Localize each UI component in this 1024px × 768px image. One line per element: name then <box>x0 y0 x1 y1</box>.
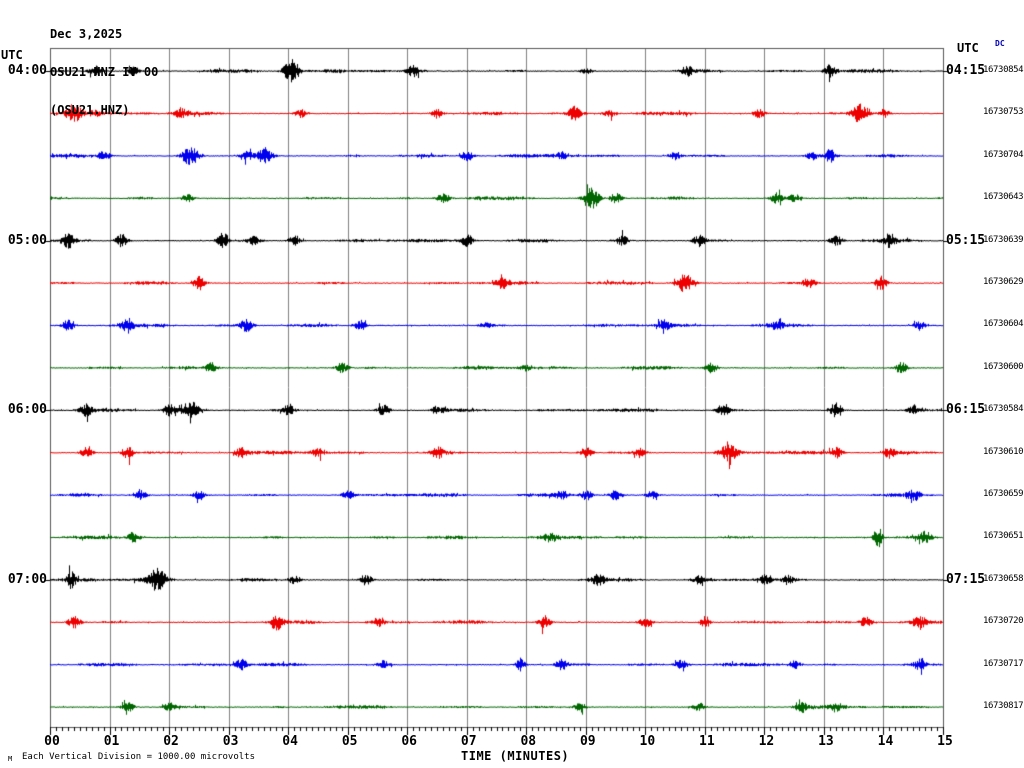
trace-dc-value: 16730658 <box>983 573 1024 584</box>
trace-dc-value: 16730854 <box>983 65 1024 75</box>
trace-dc-value: 16730817 <box>983 701 1024 711</box>
x-axis-tick-label: 07 <box>460 734 477 749</box>
trace-dc-value: 16730720 <box>983 616 1024 627</box>
trace-hour-label-right: 04:15 <box>946 63 986 78</box>
trace-hour-label-right: 06:15 <box>946 402 986 418</box>
x-axis-tick-label: 01 <box>103 734 120 749</box>
scale-marker-glyph: M <box>8 755 13 763</box>
title-channel-line: (OSU21.HNZ) <box>50 103 130 117</box>
trace-dc-value: 16730753 <box>983 107 1024 118</box>
trace-dc-value: 16730659 <box>983 489 1024 499</box>
x-axis-tick-label: 08 <box>520 734 537 749</box>
x-axis-tick-label: 02 <box>163 734 179 749</box>
trace-hour-label-left: 04:00 <box>7 63 47 78</box>
trace-dc-value: 16730584 <box>983 404 1024 415</box>
x-axis-tick-label: 10 <box>639 734 656 749</box>
x-axis-tick-label: 09 <box>579 734 596 749</box>
trace-dc-value: 16730604 <box>983 319 1024 330</box>
trace-hour-label-left: 07:00 <box>7 571 47 587</box>
trace-hour-label-left: 05:00 <box>7 232 47 248</box>
x-axis-tick-label: 14 <box>877 734 894 749</box>
trace-hour-label-right: 07:15 <box>946 571 986 587</box>
title-date: Dec 3,2025 <box>50 27 123 41</box>
left-axis-utc-label: UTC <box>1 48 23 62</box>
x-axis-tick-label: 13 <box>818 734 834 749</box>
x-axis-tick-label: 00 <box>44 734 60 749</box>
trace-dc-value: 16730600 <box>983 361 1024 372</box>
trace-dc-value: 16730704 <box>983 149 1024 160</box>
x-axis-tick-label: 06 <box>401 734 418 749</box>
trace-dc-value: 16730629 <box>983 277 1024 287</box>
trace-dc-value: 16730643 <box>983 192 1024 203</box>
x-axis-tick-label: 12 <box>758 734 775 749</box>
trace-dc-value: 16730610 <box>983 446 1024 457</box>
trace-dc-value: 16730651 <box>983 531 1024 542</box>
plot-title: Dec 3,2025 OSU21 HNZ IV 00 (OSU21.HNZ) <box>50 4 158 142</box>
trace-dc-value: 16730639 <box>983 234 1024 245</box>
trace-dc-value: 16730717 <box>983 658 1024 669</box>
trace-hour-label-right: 05:15 <box>946 232 986 248</box>
x-axis-tick-label: 04 <box>282 734 298 749</box>
x-axis-tick-label: 15 <box>937 734 953 749</box>
title-station-line: OSU21 HNZ IV 00 <box>50 65 159 79</box>
right-axis-utc-label: UTC <box>957 41 979 55</box>
vertical-division-scale-note: Each Vertical Division = 1000.00 microvo… <box>22 752 255 762</box>
right-axis-dc-label: DC <box>995 39 1005 48</box>
x-axis-tick-label: 11 <box>699 734 715 749</box>
x-axis-tick-label: 03 <box>222 734 239 749</box>
trace-hour-label-left: 06:00 <box>7 402 47 418</box>
x-axis-tick-label: 05 <box>341 734 358 749</box>
xaxis-title: TIME (MINUTES) <box>461 749 570 763</box>
